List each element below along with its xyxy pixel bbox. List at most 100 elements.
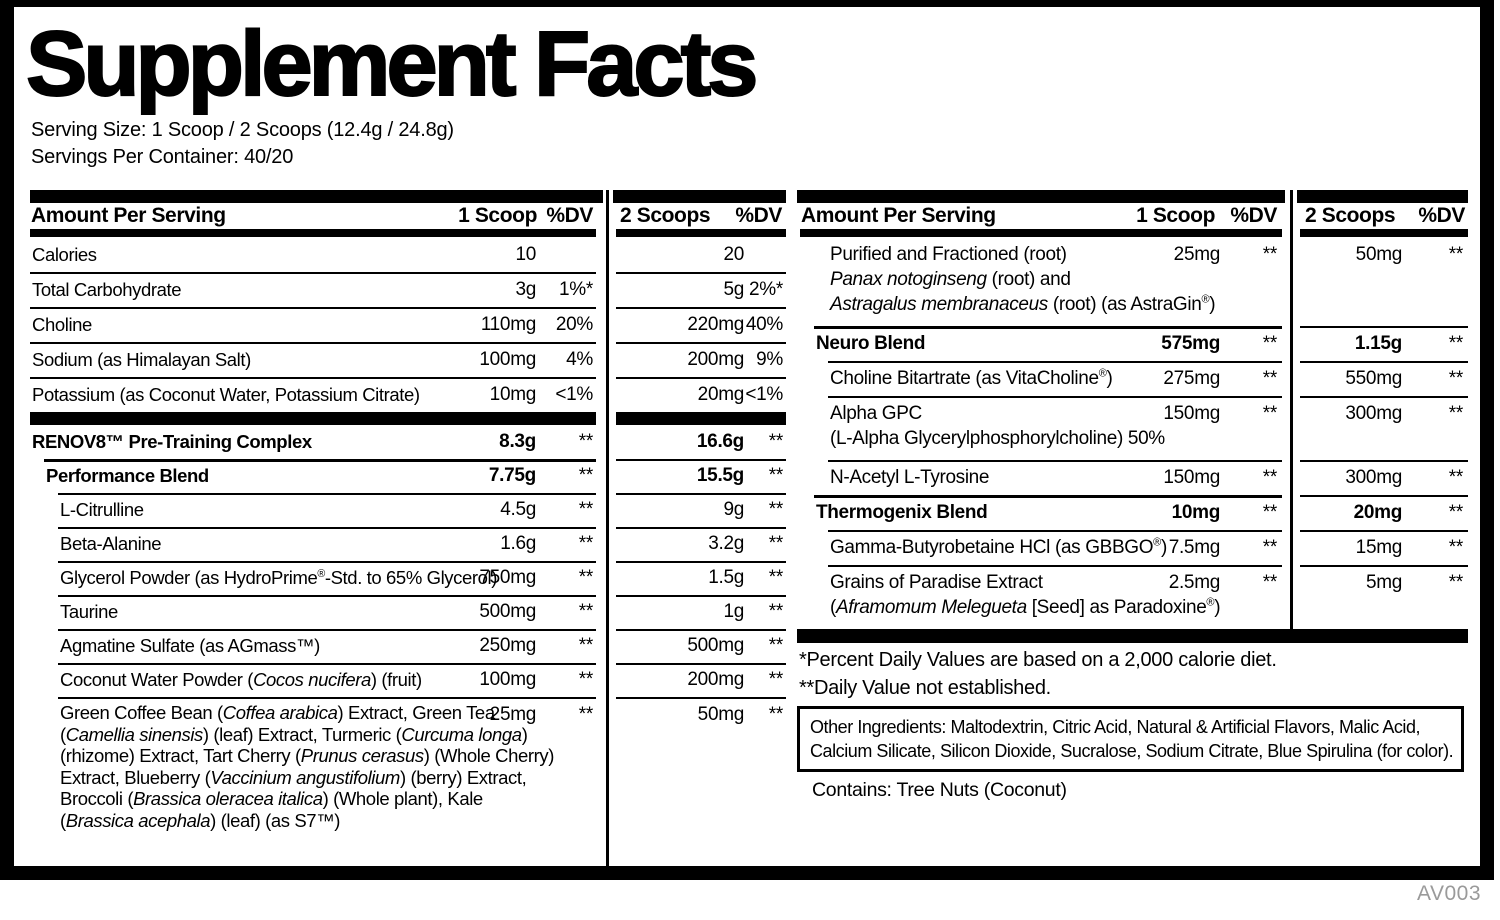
registered-mark: ® — [1201, 293, 1210, 306]
amount-row: 220mg 40% — [616, 307, 786, 342]
ingredient-name-line: Calories — [32, 244, 452, 266]
left-2scoops-rows: 20 5g 2%* 220mg 40% 200mg 9% 20mg <1% 16.6g ** 15.5… — [616, 237, 786, 838]
text: Broccoli ( — [60, 788, 134, 809]
text: ( — [60, 809, 66, 831]
amount-value-2scoops: 20mg — [697, 383, 745, 405]
amount-value: 7.75g — [488, 465, 536, 486]
row-separator — [1300, 530, 1468, 532]
column-divider — [1290, 190, 1293, 643]
daily-value-2scoops: <1% — [745, 383, 783, 405]
ingredient-row: Potassium (as Coconut Water, Potassium C… — [30, 377, 596, 412]
ingredient-name-line: Choline — [32, 314, 452, 336]
text: -Std. to 65% Glycerol) — [324, 567, 498, 589]
ingredient-name: Taurine — [30, 601, 452, 623]
amount-value: 150mg — [1163, 466, 1220, 488]
row-separator — [616, 629, 786, 631]
header-rule — [30, 229, 596, 237]
left-table-header: Amount Per Serving 1 Scoop %DV — [30, 202, 596, 229]
ingredient-name-line: Thermogenix Blend — [816, 500, 1132, 525]
amount-value-2scoops: 5mg — [1365, 572, 1402, 593]
amount-per-serving-label: Amount Per Serving — [801, 203, 996, 227]
text: N-Acetyl L-Tyrosine — [830, 467, 990, 488]
ingredient-name-line: Broccoli (Brassica oleracea italica) (Wh… — [60, 788, 483, 810]
label-code: AV003 — [1417, 882, 1481, 905]
daily-value-2scoops: ** — [768, 431, 784, 452]
dv-column-label: %DV — [1418, 203, 1465, 227]
ingredient-row: Choline Bitartrate (as VitaCholine®) 275m… — [800, 361, 1282, 396]
ingredient-name-line: Potassium (as Coconut Water, Potassium C… — [32, 384, 452, 406]
text: Choline Bitartrate (as VitaCholine — [830, 368, 1099, 389]
amount-value-2scoops: 1g — [723, 601, 744, 622]
botanical-name: Curcuma longa — [401, 723, 522, 745]
daily-value: <1% — [555, 383, 593, 405]
row-separator — [814, 495, 1282, 498]
ingredient-row: Gamma-Butyrobetaine HCl (as GBBGO®) 7.5mg… — [800, 530, 1282, 565]
ingredient-name: Green Coffee Bean (Coffea arabica) Extra… — [30, 697, 554, 831]
text: (root) and — [986, 269, 1071, 290]
section-divider-bar — [30, 412, 596, 425]
allergen-statement: Contains: Tree Nuts (Coconut) — [812, 779, 1067, 801]
amount-value: 10mg — [1171, 501, 1221, 523]
daily-value-2scoops: ** — [768, 669, 784, 690]
ingredient-name-line: Neuro Blend — [816, 331, 1132, 356]
one-scoop-column-label: 1 Scoop — [1136, 203, 1215, 227]
text: ) (berry) Extract, — [399, 766, 527, 788]
ingredient-name-line: Grains of Paradise Extract — [830, 570, 1132, 595]
row-separator — [828, 530, 1282, 532]
amount-per-serving-label: Amount Per Serving — [31, 203, 226, 227]
row-separator — [616, 307, 786, 309]
row-separator — [58, 561, 596, 563]
row-separator — [30, 307, 596, 309]
daily-value-2scoops: ** — [1448, 244, 1464, 265]
amount-value-2scoops: 300mg — [1345, 403, 1402, 424]
two-scoops-column-label: 2 Scoops — [620, 203, 711, 227]
botanical-name: Cocos nucifera — [253, 669, 371, 691]
ingredient-name-line: Alpha GPC — [830, 401, 1132, 426]
text: ) (leaf) (as S7™) — [210, 809, 341, 831]
amount-value-2scoops: 1.15g — [1354, 332, 1402, 354]
ingredient-name: Glycerol Powder (as HydroPrime®-Std. to … — [30, 567, 497, 589]
daily-value-2scoops: ** — [1448, 536, 1464, 558]
amount-value: 8.3g — [499, 431, 536, 452]
botanical-name: Prunus cerasus — [300, 745, 424, 766]
row-separator — [58, 697, 596, 699]
ingredient-row: Agmatine Sulfate (as AGmass™) 250mg ** — [30, 629, 596, 663]
daily-value: ** — [578, 533, 594, 554]
row-separator — [1300, 361, 1468, 363]
ingredient-name-line: Extract, Blueberry (Vaccinium angustifol… — [60, 767, 527, 789]
other-ingredients-line: Calcium Silicate, Silicon Dioxide, Sucra… — [810, 741, 1454, 761]
amount-value: 25mg — [1173, 244, 1221, 265]
dv-column-label: %DV — [546, 203, 593, 227]
ingredient-name-line: Astragalus membranaceus (root) (as Astra… — [830, 292, 1216, 317]
text: (root) (as AstraGin — [1047, 294, 1202, 315]
daily-value-2scoops: ** — [1448, 572, 1464, 593]
amount-value: 10 — [515, 243, 536, 265]
botanical-name: Brassica oleracea italica — [133, 788, 323, 809]
row-separator — [616, 377, 786, 379]
ingredient-name: Grains of Paradise Extract (Aframomum Mel… — [800, 565, 1221, 620]
ingredient-name: Choline Bitartrate (as VitaCholine®) — [800, 366, 1132, 391]
label-border-bottom — [0, 866, 1494, 880]
amount-value: 750mg — [479, 567, 536, 588]
dv-column-label: %DV — [1230, 203, 1277, 227]
row-separator — [1300, 326, 1468, 328]
amount-value-2scoops: 50mg — [697, 704, 745, 725]
ingredient-row: Glycerol Powder (as HydroPrime®-Std. to … — [30, 561, 596, 595]
row-separator — [1300, 460, 1468, 462]
text: (L-Alpha Glycerylphosphorylcholine) 50% — [830, 428, 1165, 449]
row-separator — [616, 493, 786, 495]
row-separator — [1300, 396, 1468, 398]
text: ) — [1209, 294, 1216, 315]
row-separator — [828, 460, 1282, 462]
amount-row: 1.15g ** — [1300, 326, 1468, 361]
left-table-rows: Calories 10 Total Carbohydrate 3g 1%* Choline… — [30, 237, 596, 838]
daily-value: ** — [578, 431, 594, 452]
footnotes: *Percent Daily Values are based on a 2,0… — [799, 646, 1277, 702]
amount-row: 300mg ** — [1300, 396, 1468, 460]
daily-value: 20% — [555, 313, 593, 335]
amount-row: 200mg 9% — [616, 342, 786, 377]
row-separator — [30, 272, 596, 274]
ingredient-name: L-Citrulline — [30, 499, 452, 521]
amount-value-2scoops: 15mg — [1355, 536, 1403, 558]
text: Performance Blend — [46, 465, 209, 487]
